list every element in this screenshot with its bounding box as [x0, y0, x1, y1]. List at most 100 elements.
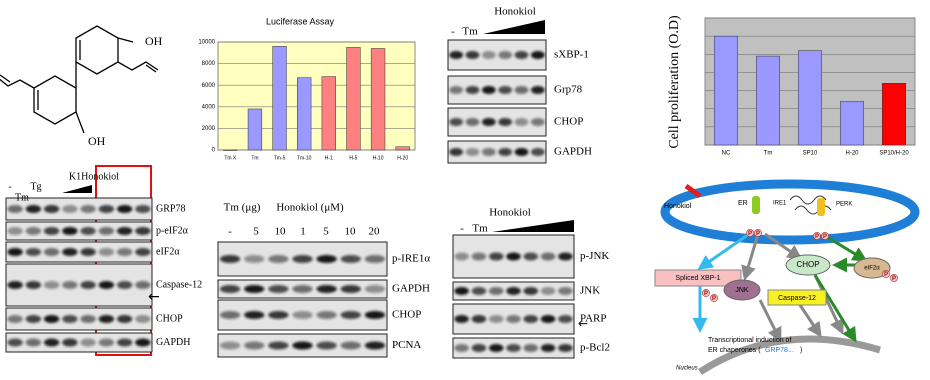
blot-strip	[5, 332, 153, 353]
perk-icon	[817, 198, 825, 216]
bar	[797, 50, 823, 146]
pathway-diagram	[654, 179, 920, 375]
blot-band	[454, 315, 469, 323]
bar	[247, 108, 263, 151]
bar	[272, 46, 287, 151]
y-tick-label: 8000	[202, 61, 216, 67]
plot-background	[217, 41, 416, 151]
row-label: eIF2α	[156, 246, 180, 257]
blot-band	[244, 311, 265, 319]
x-tick-label: NC	[722, 151, 731, 157]
blot-band	[465, 51, 480, 59]
y-axis-label: Cell proliferation (O.D)	[667, 15, 682, 149]
blot-band	[540, 252, 556, 261]
er-rna	[794, 205, 832, 215]
blot-band	[540, 344, 556, 352]
x-tick-label: Tm X	[224, 155, 237, 161]
blot-band	[488, 315, 504, 323]
blot-band	[116, 338, 133, 347]
diagram-label: Transcriptional induction of	[708, 337, 791, 344]
phospho-label: P	[704, 291, 708, 297]
blot-band	[316, 341, 337, 350]
blot-band	[498, 51, 513, 59]
blot-band	[523, 344, 539, 352]
blot-band	[481, 148, 496, 156]
blot-band	[465, 86, 480, 94]
phospho-marker	[890, 274, 898, 282]
y-tick-label: 0	[212, 148, 216, 154]
blot-band	[523, 252, 539, 261]
blot-band	[135, 205, 151, 213]
diagram-label: ER chaperones (	[708, 347, 761, 354]
pathway-arrow	[821, 232, 868, 262]
blot-band	[116, 227, 133, 235]
lane-label: -	[228, 226, 232, 238]
blot-band	[62, 281, 78, 289]
blot-band	[135, 338, 151, 347]
chop-node	[785, 254, 831, 276]
blot-band	[498, 148, 513, 156]
lane-label: K1	[69, 171, 81, 182]
blot-band	[80, 227, 96, 235]
row-label: JNK	[580, 285, 600, 297]
blot-band	[498, 118, 513, 126]
blot-band	[454, 344, 469, 352]
blot-band	[62, 338, 78, 347]
blot-band	[471, 315, 487, 323]
blot-band	[514, 86, 529, 94]
lane-label: Tg	[30, 181, 41, 192]
lane-label: Honokiol	[494, 6, 536, 18]
blot-band	[98, 281, 115, 289]
blot-band	[98, 338, 115, 347]
blot-strip	[447, 75, 547, 105]
caspase-node	[767, 289, 827, 306]
x-tick-label: Tm-10	[297, 155, 312, 161]
blot-band	[43, 248, 60, 256]
blot-band	[25, 315, 42, 323]
blot-band	[454, 252, 469, 261]
blot-band	[449, 148, 464, 156]
blot-band	[98, 315, 115, 323]
pathway-arrow	[798, 304, 822, 338]
blot-band	[219, 311, 241, 319]
x-tick-label: SP10	[803, 151, 818, 157]
blot-band	[43, 338, 60, 347]
x-tick-label: SP10/H-20	[879, 151, 909, 157]
blot-band	[43, 281, 60, 289]
phospho-label: P	[815, 234, 819, 240]
blot-band	[449, 51, 464, 59]
hydroxyl-label: OH	[88, 134, 106, 148]
western-blot: sXBP-1 Grp78 CHOP GAPDH - Tm Honokiol	[447, 6, 592, 164]
ire1-icon	[752, 196, 760, 214]
y-tick-label: 6000	[202, 83, 216, 89]
blot-band	[316, 285, 337, 293]
blot-band	[80, 205, 96, 213]
blot-band	[62, 227, 78, 235]
blot-band	[268, 285, 289, 293]
blot-band	[80, 338, 96, 347]
blot-band	[135, 315, 151, 323]
bar	[346, 47, 361, 151]
blot-strip	[447, 39, 547, 71]
blot-band	[465, 118, 480, 126]
blot-band	[340, 285, 361, 293]
phospho-label: P	[884, 272, 888, 278]
hydroxyl-label: OH	[145, 34, 163, 48]
blot-band	[25, 338, 42, 347]
blot-band	[558, 252, 573, 261]
blot-band	[364, 341, 386, 350]
pathway-arrow	[813, 274, 857, 343]
blot-band	[364, 285, 386, 293]
blot-band	[540, 315, 556, 323]
blot-band	[488, 344, 504, 352]
pathway-arrow	[697, 230, 753, 270]
lane-label: Tm	[462, 26, 478, 38]
blot-band	[7, 315, 23, 323]
blot-band	[219, 255, 241, 263]
lane-label: 5	[253, 226, 259, 238]
blot-band	[449, 86, 464, 94]
blot-band	[481, 86, 496, 94]
diagram-label: Caspase-12	[778, 295, 816, 302]
blot-band	[340, 311, 361, 319]
